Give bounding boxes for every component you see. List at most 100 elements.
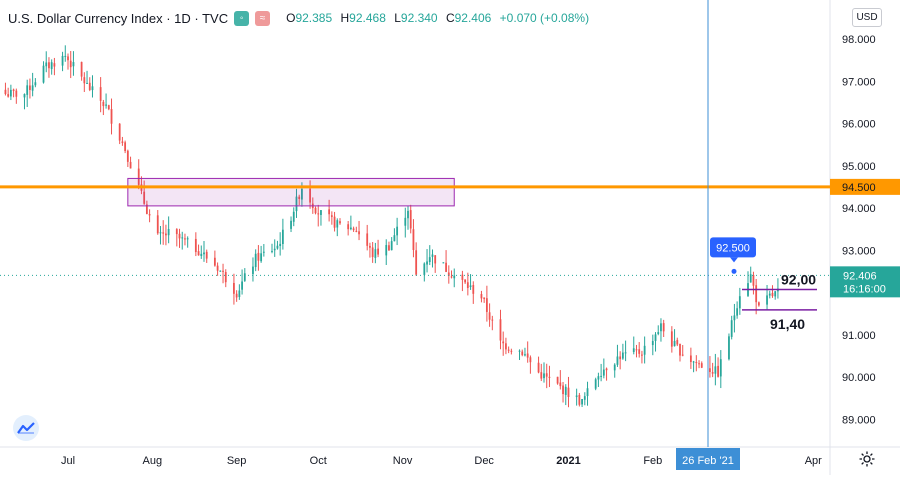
high-label: H — [340, 11, 350, 25]
candle-body — [586, 388, 589, 397]
candle-body — [203, 252, 205, 255]
candle-body — [67, 56, 69, 61]
candle-body — [88, 82, 91, 90]
candle-body — [23, 94, 26, 98]
candle-body — [412, 229, 415, 250]
candle-body — [583, 396, 586, 400]
candle-body — [641, 354, 643, 356]
indicator-icon[interactable]: ≈ — [255, 10, 271, 26]
candle-body — [466, 282, 469, 289]
candle-body — [194, 238, 197, 253]
candle-body — [42, 65, 45, 83]
candle-body — [469, 285, 472, 288]
symbol-title[interactable]: U.S. Dollar Currency Index · 1D · TVC — [8, 10, 229, 26]
candle-body — [330, 215, 333, 217]
candle-body — [567, 387, 570, 397]
candle-body — [711, 372, 714, 374]
candle-body — [450, 276, 453, 278]
candle-body — [339, 221, 341, 224]
candle-body — [295, 196, 298, 212]
candle-body — [260, 253, 263, 262]
high-value: 92.468 — [349, 11, 386, 25]
price-tick-label: 95.000 — [842, 161, 876, 173]
candle-body — [34, 82, 37, 86]
candle-body — [605, 368, 608, 371]
candle-body — [53, 63, 56, 67]
price-tick-label: 90.000 — [842, 372, 876, 384]
candle-body — [374, 249, 377, 258]
candle-body — [159, 232, 162, 234]
candle-body — [243, 273, 246, 281]
candle-body — [156, 215, 159, 234]
candle-body — [624, 352, 627, 354]
candle-body — [472, 285, 475, 294]
candle-body — [774, 291, 777, 297]
time-tick-label: Jul — [61, 455, 75, 467]
candle-body — [415, 250, 418, 275]
time-tick-label: Dec — [474, 455, 494, 467]
candle-body — [602, 369, 605, 376]
candle-body — [548, 376, 551, 378]
candle-body — [681, 354, 684, 356]
resistance-zone[interactable] — [127, 177, 455, 207]
compare-icon[interactable]: ◦ — [234, 10, 250, 26]
gear-icon[interactable] — [858, 450, 876, 468]
candle-body — [12, 89, 15, 91]
candle-body — [507, 349, 510, 351]
candle-body — [426, 261, 428, 265]
candle-body — [445, 262, 447, 272]
candle-body — [660, 323, 662, 332]
price-tick-label: 98.000 — [842, 34, 876, 46]
candle-body — [219, 270, 222, 272]
candle-body — [689, 355, 692, 363]
candle-body — [597, 376, 600, 380]
candle-body — [654, 334, 657, 341]
candle-body — [766, 295, 768, 305]
price-tick-label: 94.000 — [842, 203, 876, 215]
candle-body — [600, 375, 603, 377]
candle-body — [328, 209, 331, 215]
candle-body — [635, 349, 638, 351]
candle-body — [749, 274, 752, 283]
candle-body — [423, 263, 426, 275]
candle-body — [447, 272, 450, 276]
candle-body — [562, 385, 564, 395]
candle-body — [276, 245, 279, 249]
callout-badge[interactable] — [710, 237, 756, 258]
change-value: +0.070 (+0.08%) — [499, 11, 590, 25]
candle-body — [200, 253, 203, 256]
candle-body — [197, 251, 200, 256]
price-tick-label: 93.000 — [842, 245, 876, 257]
candle-body — [483, 297, 486, 299]
callout-pointer — [730, 257, 738, 263]
candle-body — [126, 150, 129, 162]
candle-body — [594, 379, 597, 389]
candle-body — [181, 237, 184, 239]
candle-body — [613, 364, 616, 371]
candle-body — [80, 61, 83, 77]
candle-body — [679, 343, 681, 356]
tradingview-logo-icon[interactable] — [12, 414, 40, 442]
candle-body — [69, 60, 72, 68]
candle-body — [700, 363, 703, 368]
candle-body — [4, 89, 7, 95]
candle-body — [290, 220, 292, 229]
candle-body — [390, 241, 393, 251]
candle-body — [619, 356, 622, 360]
ohlc-readout: O92.385 H92.468 L92.340 C92.406 +0.070 (… — [286, 11, 594, 25]
level-price-label: 94.500 — [842, 182, 876, 194]
candle-body — [273, 248, 276, 251]
level-label-92: 92,00 — [781, 272, 816, 288]
candle-body — [333, 216, 336, 228]
currency-button[interactable]: USD — [852, 8, 882, 27]
candle-body — [121, 141, 124, 143]
candle-body — [632, 348, 635, 352]
candle-body — [409, 210, 412, 229]
candle-body — [428, 257, 431, 263]
candle-body — [184, 238, 186, 240]
candle-body — [388, 245, 390, 251]
candle-body — [31, 85, 34, 91]
candle-body — [118, 123, 121, 141]
